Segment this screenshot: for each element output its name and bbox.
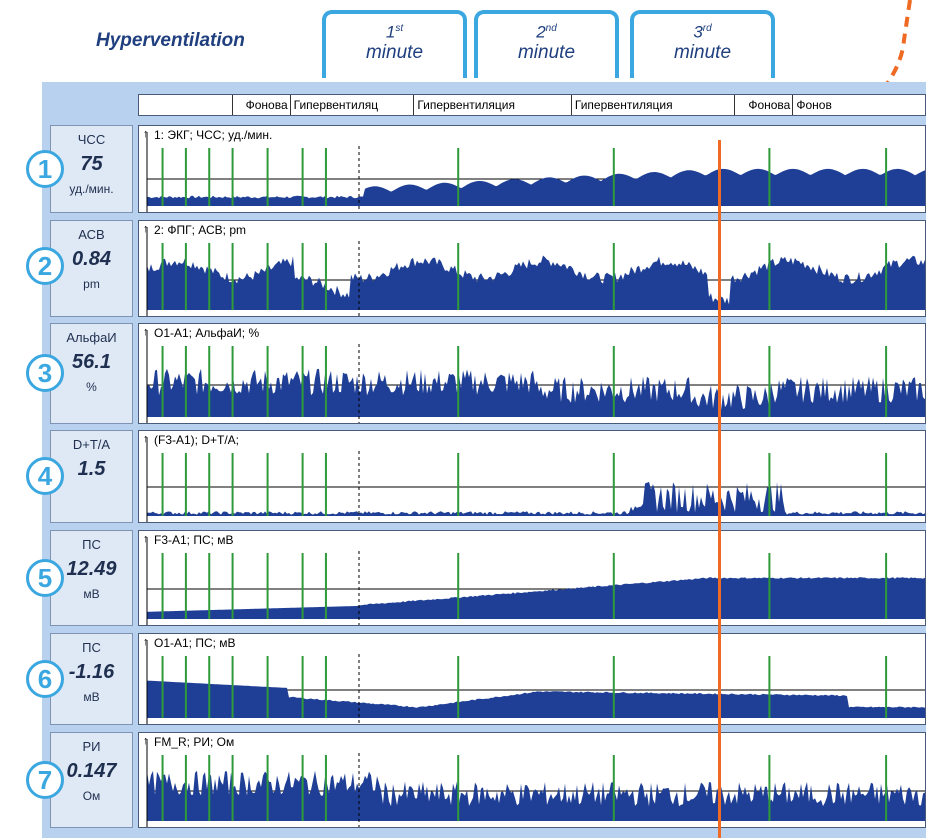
channel-panel-6[interactable]: ↑ O1-A1; ПС; мВ — [138, 633, 926, 725]
segment-cell[interactable]: Фонова — [233, 95, 291, 115]
segment-cell[interactable]: Гипервентиляц — [291, 95, 415, 115]
channel-label-1[interactable]: ЧСС 75 уд./мин. 1 — [26, 125, 133, 213]
channel-panel-1[interactable]: ↑ 1: ЭКГ; ЧСС; уд./мин. — [138, 125, 926, 213]
axis-arrow-icon: ↑ — [143, 533, 149, 545]
channel-trace — [146, 739, 925, 827]
signal-area — [147, 770, 925, 821]
channel-badge: 7 — [26, 761, 64, 799]
channel-trace — [146, 437, 925, 522]
channel-value: 56.1 — [72, 351, 111, 373]
channel-unit: % — [86, 380, 97, 394]
signal-area — [147, 481, 925, 516]
channel-name: РИ — [82, 739, 101, 754]
signal-area — [147, 577, 925, 619]
channel-panel-2[interactable]: ↑ 2: ФПГ; АСВ; pm — [138, 220, 926, 317]
channel-trace — [146, 227, 925, 316]
channel-title: 2: ФПГ; АСВ; pm — [154, 223, 247, 237]
channel-label-7[interactable]: РИ 0.147 Ом 7 — [26, 732, 133, 828]
minute-tab-2: 2nd minute — [474, 10, 619, 78]
axis-arrow-icon: ↑ — [143, 326, 149, 338]
minute-suffix: rd — [702, 23, 712, 34]
minute-num: 3 — [693, 22, 703, 42]
channel-name: ПС — [82, 640, 101, 655]
channel-unit: мВ — [83, 690, 100, 704]
signal-area — [147, 255, 925, 310]
page-title: Hyperventilation — [96, 30, 245, 51]
channel-badge: 6 — [26, 660, 64, 698]
channel-panel-7[interactable]: ↑ FM_R; РИ; Ом — [138, 732, 926, 828]
channel-badge: 2 — [26, 247, 64, 285]
channel-trace — [146, 330, 925, 423]
channel-badge: 4 — [26, 457, 64, 495]
channel-title: 1: ЭКГ; ЧСС; уд./мин. — [154, 128, 273, 142]
channel-value: -1.16 — [68, 661, 115, 683]
minute-num: 2 — [536, 22, 546, 42]
channel-badge: 3 — [26, 354, 64, 392]
segment-cell[interactable]: Гипервентиляция — [414, 95, 572, 115]
channel-title: O1-A1; АльфаИ; % — [154, 326, 260, 340]
channel-name: ЧСС — [77, 132, 106, 147]
segment-cell[interactable] — [139, 95, 233, 115]
channel-label-3[interactable]: АльфаИ 56.1 % 3 — [26, 323, 133, 424]
signal-area — [147, 168, 925, 206]
minute-label: minute — [365, 41, 424, 63]
channel-name: АльфаИ — [66, 330, 117, 345]
channel-value: 0.147 — [66, 760, 117, 782]
channel-panel-3[interactable]: ↑ O1-A1; АльфаИ; % — [138, 323, 926, 424]
axis-arrow-icon: ↑ — [143, 433, 149, 445]
axis-arrow-icon: ↑ — [143, 128, 149, 140]
monitor-window: Фонова Гипервентиляц Гипервентиляция Гип… — [26, 82, 926, 838]
channel-label-4[interactable]: D+T/A 1.5 4 — [26, 430, 133, 523]
minute-label: minute — [673, 41, 732, 63]
signal-area — [147, 368, 925, 417]
axis-arrow-icon: ↑ — [143, 735, 149, 747]
channel-unit: Ом — [82, 789, 101, 803]
segment-header: Фонова Гипервентиляц Гипервентиляция Гип… — [138, 94, 926, 116]
channel-value: 0.84 — [72, 248, 111, 270]
minute-tab-3: 3rd minute — [630, 10, 775, 78]
channel-badge: 1 — [26, 150, 64, 188]
axis-arrow-icon: ↑ — [143, 223, 149, 235]
channel-panel-4[interactable]: ↑ (F3-A1); D+T/A; — [138, 430, 926, 523]
channel-value: 75 — [80, 153, 103, 175]
channel-value: 12.49 — [66, 558, 117, 580]
channel-label-6[interactable]: ПС -1.16 мВ 6 — [26, 633, 133, 725]
channel-panel-5[interactable]: ↑ F3-A1; ПС; мВ — [138, 530, 926, 626]
channel-title: (F3-A1); D+T/A; — [154, 433, 240, 447]
minute-suffix: nd — [545, 23, 557, 34]
channel-unit: мВ — [83, 587, 100, 601]
signal-area — [147, 680, 925, 718]
minute-suffix: st — [395, 23, 404, 34]
time-cursor[interactable] — [718, 140, 721, 838]
channel-trace — [146, 537, 925, 625]
channel-badge: 5 — [26, 559, 64, 597]
channel-title: F3-A1; ПС; мВ — [154, 533, 234, 547]
axis-arrow-icon: ↑ — [143, 636, 149, 648]
minute-label: minute — [517, 41, 576, 63]
channel-value: 1.5 — [77, 458, 106, 480]
channel-name: D+T/A — [72, 437, 111, 452]
channel-title: O1-A1; ПС; мВ — [154, 636, 236, 650]
channel-title: FM_R; РИ; Ом — [154, 735, 235, 749]
channel-name: ПС — [82, 537, 101, 552]
segment-cell[interactable]: Фонова — [735, 95, 794, 115]
minute-tab-1: 1st minute — [322, 10, 467, 78]
segment-cell[interactable]: Фонов — [796, 98, 832, 112]
channel-unit: pm — [83, 277, 100, 291]
minute-num: 1 — [385, 22, 396, 42]
channel-trace — [146, 132, 925, 212]
channel-name: АСВ — [78, 227, 105, 242]
channel-trace — [146, 640, 925, 724]
channel-label-2[interactable]: АСВ 0.84 pm 2 — [26, 220, 133, 317]
channel-label-5[interactable]: ПС 12.49 мВ 5 — [26, 530, 133, 626]
channel-unit: уд./мин. — [69, 182, 114, 196]
segment-cell[interactable]: Гипервентиляция — [572, 95, 736, 115]
